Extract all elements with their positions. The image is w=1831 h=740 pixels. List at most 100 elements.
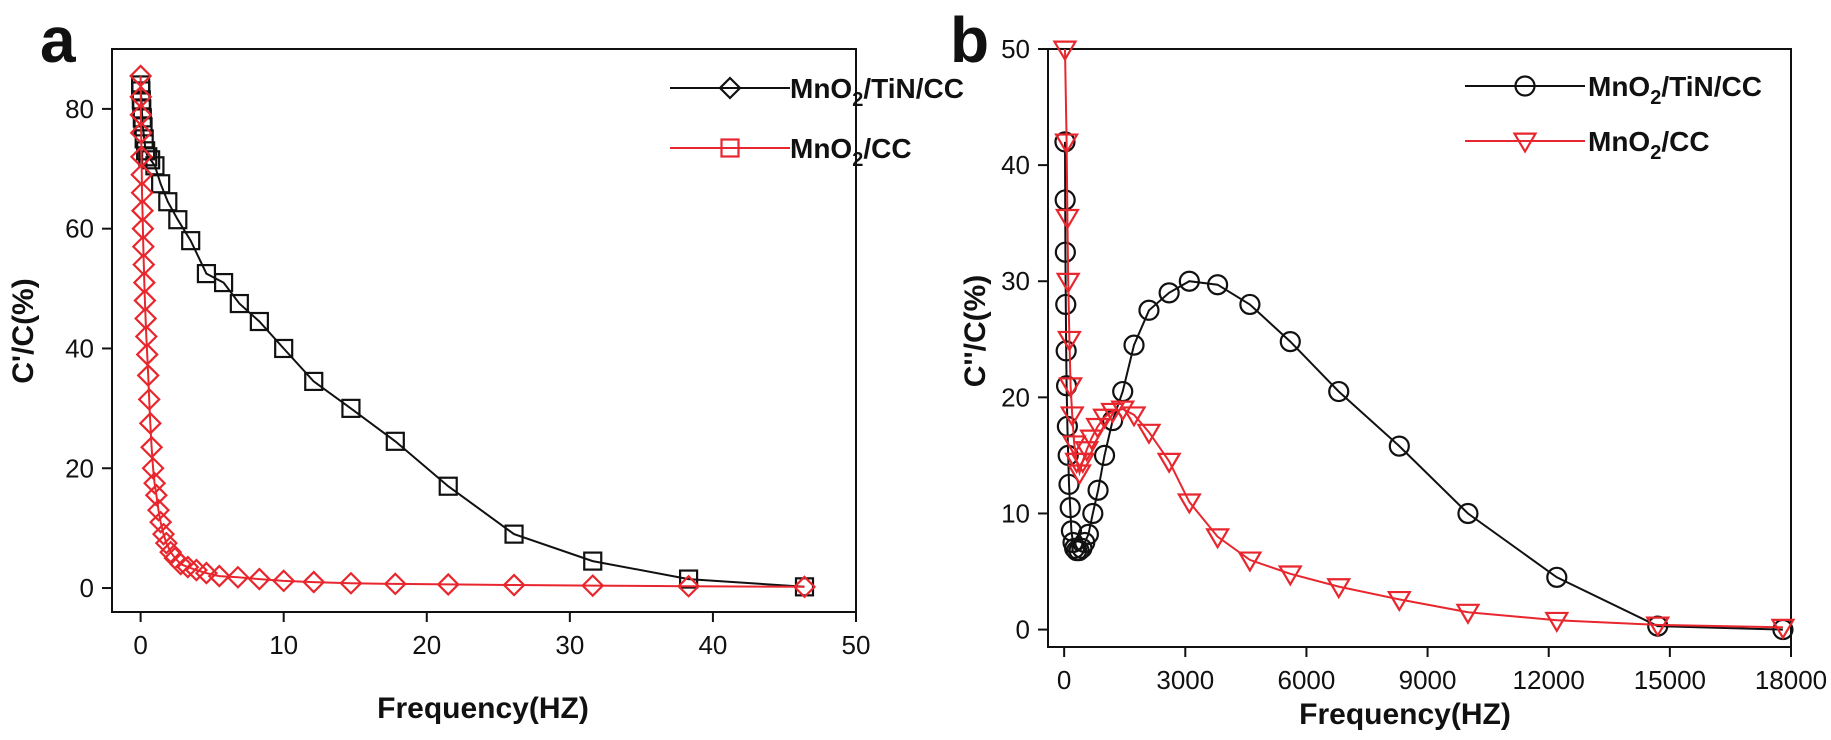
panel-a-series-1-point (677, 574, 701, 598)
panel-a-series-1-point (226, 565, 250, 589)
panel-a-x-tick-label: 50 (842, 630, 871, 660)
panel-a-series (129, 64, 817, 599)
panel-a-y-tick-label: 80 (65, 94, 94, 124)
panel-a-series-0-point (304, 371, 324, 392)
panel-b-series-1-point (1085, 417, 1111, 440)
panel-a-series-1-point (141, 456, 165, 480)
panel-a-legend: MnO2/TiN/CC MnO2/CC (670, 73, 964, 171)
panel-a-series-1-point (130, 181, 154, 205)
panel-a-y-tick-label: 0 (80, 573, 94, 603)
panel-a-y-tick-label: 20 (65, 453, 94, 483)
panel-b-letter: b (950, 4, 989, 76)
panel-b-y-tick-label: 0 (1016, 615, 1030, 645)
panel-b-x-tick-label: 15000 (1634, 665, 1706, 695)
panel-b-y-tick-label: 30 (1001, 266, 1030, 296)
panel-a-series-1-point (383, 572, 407, 596)
panel-a-series-0-point (583, 551, 603, 571)
panel-b-x-tick-label: 12000 (1513, 665, 1585, 695)
panel-b-series-0-point (1546, 566, 1568, 588)
panel-b-series-1-point (1061, 435, 1087, 457)
panel-a-series-1-point (207, 564, 231, 588)
panel-b-ticks: 0 3000 6000 9000 12000 15000 18000 0 10 20 30 40 50 (1001, 34, 1827, 695)
panel-b-y-tick-label: 50 (1001, 34, 1030, 64)
panel-a-y-axis-label: C'/C(%) (7, 278, 40, 383)
panel-b-legend-marker-0 (1514, 75, 1536, 97)
panel-a-series-1-point (129, 85, 153, 109)
panel-a-x-tick-label: 0 (133, 630, 147, 660)
panel-b-series-1-point (1770, 618, 1796, 640)
panel-b-series-0-point (1279, 331, 1301, 353)
panel-a-series-0-point (181, 231, 201, 251)
panel-b-series-0-point (1328, 380, 1350, 403)
panel-a-series-0-point (678, 569, 699, 589)
panel-a-legend-marker-0 (718, 76, 742, 100)
panel-a-series-0-point (249, 311, 269, 332)
panel-b-series-1-point (1054, 133, 1079, 155)
panel-b-series-0-point (1059, 497, 1081, 519)
panel-b-y-axis-label: C''/C(%) (959, 275, 992, 388)
panel-b-series-0-point (1087, 479, 1109, 501)
panel-b-series-1-point (1326, 578, 1352, 600)
panel-b-series-0-point (1457, 502, 1479, 525)
panel-a-legend-label-1: MnO2/CC (790, 133, 912, 171)
panel-a-series-1-point (176, 555, 200, 579)
panel-a-series-0-point (158, 192, 178, 212)
panel-b-series-0-point (1055, 340, 1077, 362)
panel-b-series-1-point (1055, 272, 1081, 294)
panel-b-y-tick-label: 40 (1001, 150, 1030, 180)
panel-b-series-1-point (1645, 616, 1671, 638)
panel-a-series-0-point (133, 117, 153, 137)
panel-b-series-1-point (1455, 603, 1481, 625)
panel-a-series-1-point (136, 363, 160, 387)
panel-a-series-1-point (130, 199, 155, 223)
panel-b-series (1052, 40, 1796, 641)
panel-b-series-1-point (1058, 377, 1084, 399)
panel-b-series-1-point (1052, 40, 1078, 62)
panel-b-series-0-point (1077, 523, 1099, 545)
panel-a-x-axis-label: Frequency(HZ) (377, 692, 589, 725)
panel-b-series-1-point (1054, 208, 1080, 231)
panel-a-series-1-point (194, 561, 218, 585)
panel-b-series-0-point (1093, 444, 1116, 467)
panel-b-series-0-point (1388, 435, 1410, 457)
panel-a-x-tick-label: 10 (269, 630, 298, 660)
panel-a-series-0-point (168, 210, 188, 230)
panel-a-series-1-point (137, 387, 161, 411)
panel-b-series-1-point (1056, 330, 1082, 352)
panel-b-legend: MnO2/TiN/CC MnO2/CC (1465, 71, 1762, 164)
panel-a-legend-marker-1 (720, 138, 740, 158)
panel-a-series-1-point (154, 531, 178, 555)
panel-a-series-1-point (131, 217, 155, 241)
panel-b-series-1-point (1205, 528, 1231, 550)
panel-b-series-1-point (1277, 565, 1303, 587)
panel-a-series-1-point (149, 510, 173, 534)
panel-a-series-0-point (214, 272, 234, 293)
panel-a-series-0-point (274, 338, 294, 359)
panel-b: b 0 3000 6000 9000 12000 15000 18000 0 10 20 30 40 5… (950, 4, 1827, 731)
panel-a-series-1-point (792, 575, 817, 599)
panel-b-series-0-point (1058, 473, 1080, 496)
panel-a-series-line-0 (139, 84, 805, 588)
panel-b-series-0-point (1055, 293, 1077, 316)
panel-b-series-0-point (1054, 241, 1076, 263)
panel-b-series-1-point (1121, 406, 1147, 428)
panel-b-series-1-point (1237, 551, 1263, 573)
panel-a-y-tick-label: 60 (65, 214, 94, 244)
panel-a-series-1-point (272, 569, 296, 593)
panel-a-series-1-point (135, 342, 159, 367)
panel-b-series-0-point (1158, 282, 1180, 304)
panel-a-series-1-point (129, 103, 153, 127)
panel-b-series-1-point (1136, 423, 1162, 445)
panel-a-legend-label-0: MnO2/TiN/CC (790, 73, 964, 111)
panel-a-series-1-point (247, 567, 271, 591)
panel-a-series-1-point (144, 483, 168, 507)
panel-b-legend-marker-1 (1512, 132, 1538, 154)
panel-b-series-1-point (1544, 611, 1570, 633)
panel-b-series-0-point (1206, 274, 1229, 296)
panel-b-y-tick-label: 10 (1001, 498, 1030, 528)
panel-a-series-1-point (146, 498, 171, 522)
panel-a-series-1-point (131, 235, 155, 259)
panel-b-series-0-point (1138, 299, 1160, 321)
panel-b-series-0-point (1082, 502, 1104, 525)
